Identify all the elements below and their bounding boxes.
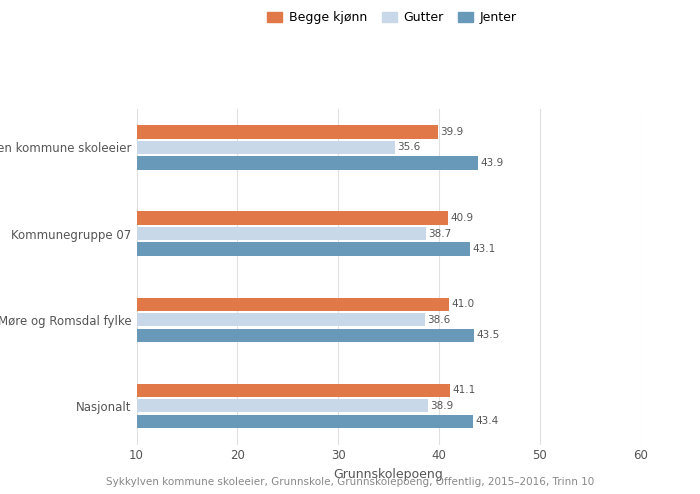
Legend: Begge kjønn, Gutter, Jenter: Begge kjønn, Gutter, Jenter <box>262 6 522 29</box>
Bar <box>136 399 428 412</box>
Bar <box>136 157 478 169</box>
Bar <box>136 384 450 397</box>
Bar <box>136 297 449 311</box>
Bar <box>136 243 470 256</box>
Text: 43.9: 43.9 <box>481 158 504 168</box>
Text: 38.9: 38.9 <box>430 401 454 411</box>
Text: Grunnskolepoeng, gjennomsnitt: Grunnskolepoeng, gjennomsnitt <box>10 87 211 100</box>
Text: 38.6: 38.6 <box>427 315 451 325</box>
Text: 43.1: 43.1 <box>473 244 496 254</box>
Text: 39.9: 39.9 <box>440 127 463 137</box>
Text: 43.5: 43.5 <box>477 330 500 340</box>
Bar <box>136 329 474 342</box>
Bar <box>136 313 425 327</box>
Bar <box>136 227 426 240</box>
Text: 41.0: 41.0 <box>452 299 475 309</box>
Text: 38.7: 38.7 <box>428 229 452 239</box>
Text: Sykkylven kommune skoleeier, Grunnskole, Grunnskolepoeng, Offentlig, 2015–2016, : Sykkylven kommune skoleeier, Grunnskole,… <box>106 477 594 487</box>
Text: 41.1: 41.1 <box>452 385 476 395</box>
Bar <box>136 211 448 225</box>
Bar <box>136 125 438 138</box>
Text: 35.6: 35.6 <box>397 142 420 153</box>
X-axis label: Grunnskolepoeng: Grunnskolepoeng <box>334 468 443 481</box>
Text: 40.9: 40.9 <box>451 213 474 223</box>
Text: 43.4: 43.4 <box>476 416 499 426</box>
Bar <box>136 141 395 154</box>
Bar <box>136 415 473 428</box>
